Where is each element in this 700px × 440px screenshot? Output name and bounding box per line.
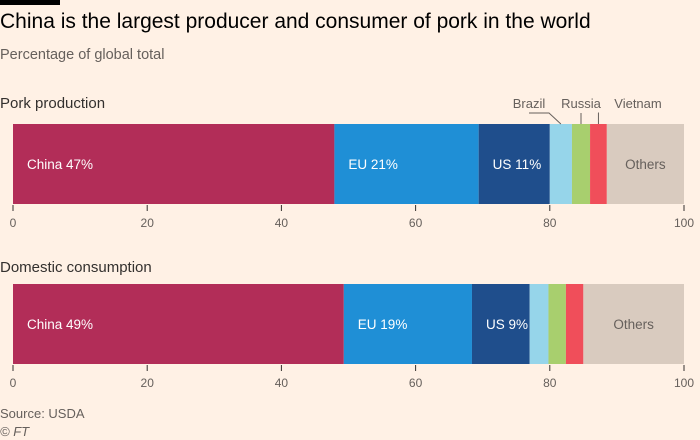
panel-domestic-consumption-bar-others [583, 284, 684, 364]
panel-domestic-consumption-tick-label-60: 60 [409, 376, 423, 390]
panel-domestic-consumption-label-others: Others [613, 317, 654, 332]
panel-pork-production-bar-us [478, 124, 550, 204]
panel-pork-production-bar-others [606, 124, 684, 204]
panel-pork-production-tick-label-60: 60 [409, 216, 423, 230]
annotation-label-brazil: Brazil [513, 96, 546, 111]
panel-pork-production-label-eu: EU 21% [348, 157, 398, 172]
panel-pork-production-tick-label-20: 20 [141, 216, 155, 230]
panel-pork-production-label-china: China 47% [27, 157, 93, 172]
panel-pork-production-tick-label-0: 0 [10, 216, 17, 230]
panel-domestic-consumption-tick-label-100: 100 [674, 376, 694, 390]
panel-pork-production-bar-eu [334, 124, 479, 204]
panel-domestic-consumption-bar-russia [548, 284, 566, 364]
panel-pork-production-tick-label-80: 80 [543, 216, 557, 230]
panel-domestic-consumption-tick-label-80: 80 [543, 376, 557, 390]
panel-pork-production-bar-china [13, 124, 335, 204]
annotation-label-vietnam: Vietnam [614, 96, 661, 111]
panel-pork-production-bar-russia [571, 124, 591, 204]
panel-pork-production-tick-label-40: 40 [275, 216, 289, 230]
panel-domestic-consumption-label-eu: EU 19% [358, 317, 408, 332]
panel-domestic-consumption-bar-brazil [529, 284, 549, 364]
panel-pork-production-label-us: US 11% [493, 157, 542, 172]
panel-domestic-consumption-title: Domestic consumption [0, 259, 152, 276]
panel-pork-production-tick-label-100: 100 [674, 216, 694, 230]
panel-domestic-consumption-tick-label-20: 20 [141, 376, 155, 390]
panel-domestic-consumption-bar-eu [343, 284, 472, 364]
annotation-label-russia: Russia [561, 96, 602, 111]
panel-pork-production-title: Pork production [0, 95, 105, 112]
panel-pork-production-label-others: Others [625, 157, 666, 172]
source-note: Source: USDA [0, 406, 85, 421]
annotation-leader-brazil [529, 112, 562, 125]
panel-domestic-consumption-bar-vietnam [565, 284, 584, 364]
panel-pork-production-bar-vietnam [590, 124, 607, 204]
panel-domestic-consumption-bar-china [13, 284, 344, 364]
panel-domestic-consumption-label-china: China 49% [27, 317, 93, 332]
header-rule [0, 0, 60, 5]
chart-title: China is the largest producer and consum… [0, 10, 591, 33]
panel-domestic-consumption-tick-label-0: 0 [10, 376, 17, 390]
panel-domestic-consumption-bar-us [471, 284, 530, 364]
chart-subtitle: Percentage of global total [0, 47, 165, 63]
panel-domestic-consumption-tick-label-40: 40 [275, 376, 289, 390]
panel-domestic-consumption-label-us: US 9% [486, 317, 528, 332]
panel-pork-production-bar-brazil [549, 124, 572, 204]
ft-credit: © FT [0, 424, 30, 439]
